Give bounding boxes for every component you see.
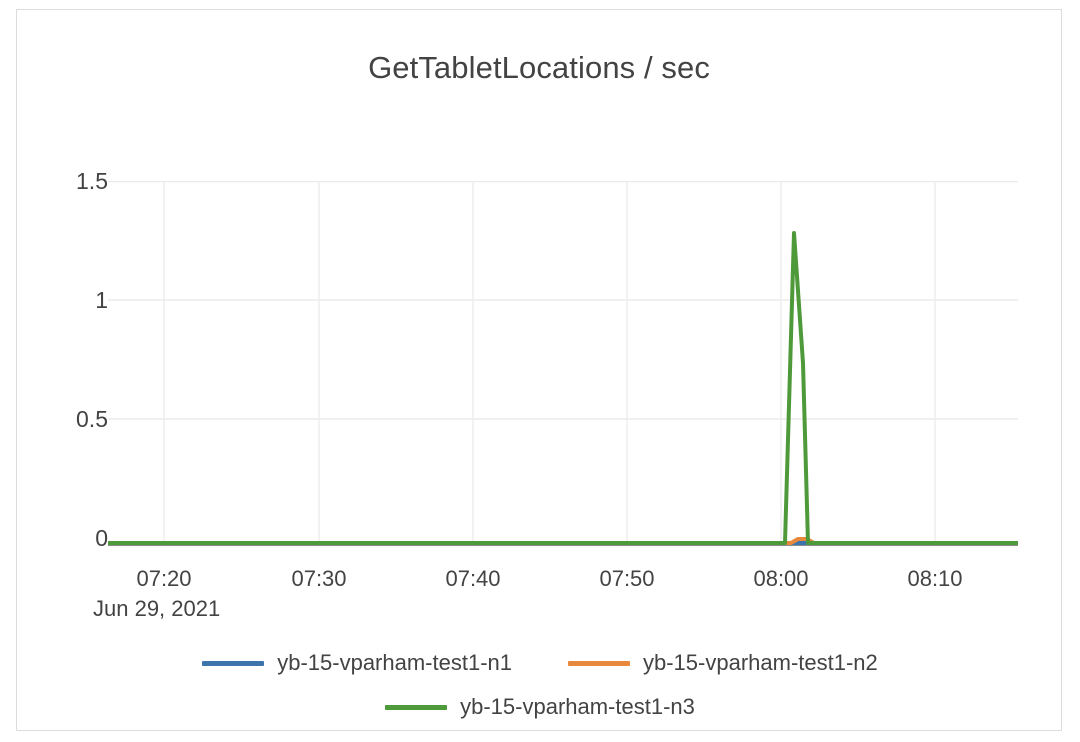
chart-title: GetTabletLocations / sec [368, 50, 710, 85]
y-axis-tick-label: 0.5 [76, 406, 108, 432]
legend-item-label: yb-15-vparham-test1-n3 [460, 694, 695, 719]
plot-svg [108, 180, 1018, 547]
legend-item-n1[interactable]: yb-15-vparham-test1-n1 [202, 644, 512, 682]
x-axis-labels: 07:20 07:30 07:40 07:50 08:00 08:10 Jun … [17, 10, 1063, 732]
y-axis-tick-label: 1.5 [76, 168, 108, 194]
gridlines-vertical [163, 181, 936, 546]
x-axis-tick-label: 08:00 [753, 566, 809, 591]
legend-item-n2[interactable]: yb-15-vparham-test1-n2 [568, 644, 878, 682]
legend-item-n3[interactable]: yb-15-vparham-test1-n3 [17, 688, 1063, 726]
gridlines-horizontal [108, 180, 1018, 420]
plot-area [108, 180, 1018, 547]
y-axis-tick-label: 1 [95, 287, 108, 313]
legend-swatch-icon [568, 660, 630, 666]
y-axis-labels: 1.5 1 0.5 0 [28, 10, 108, 732]
series-line-n3 [108, 231, 1018, 545]
chart-legend: yb-15-vparham-test1-n1 yb-15-vparham-tes… [17, 644, 1063, 726]
legend-swatch-icon [202, 660, 265, 666]
x-axis-tick-label: 07:20 [136, 566, 192, 591]
legend-swatch-icon [385, 704, 448, 710]
x-axis-tick-label: 07:30 [291, 566, 347, 591]
y-axis-tick-label: 0 [95, 525, 108, 551]
x-axis-date-label: Jun 29, 2021 [93, 596, 221, 621]
x-axis-tick-label: 07:50 [599, 566, 655, 591]
legend-item-label: yb-15-vparham-test1-n2 [643, 650, 878, 675]
x-axis-tick-label: 07:40 [445, 566, 501, 591]
legend-item-label: yb-15-vparham-test1-n1 [277, 650, 512, 675]
chart-card: GetTabletLocations / sec 1.5 1 0.5 0 [16, 9, 1062, 731]
x-axis-tick-label: 08:10 [907, 566, 963, 591]
